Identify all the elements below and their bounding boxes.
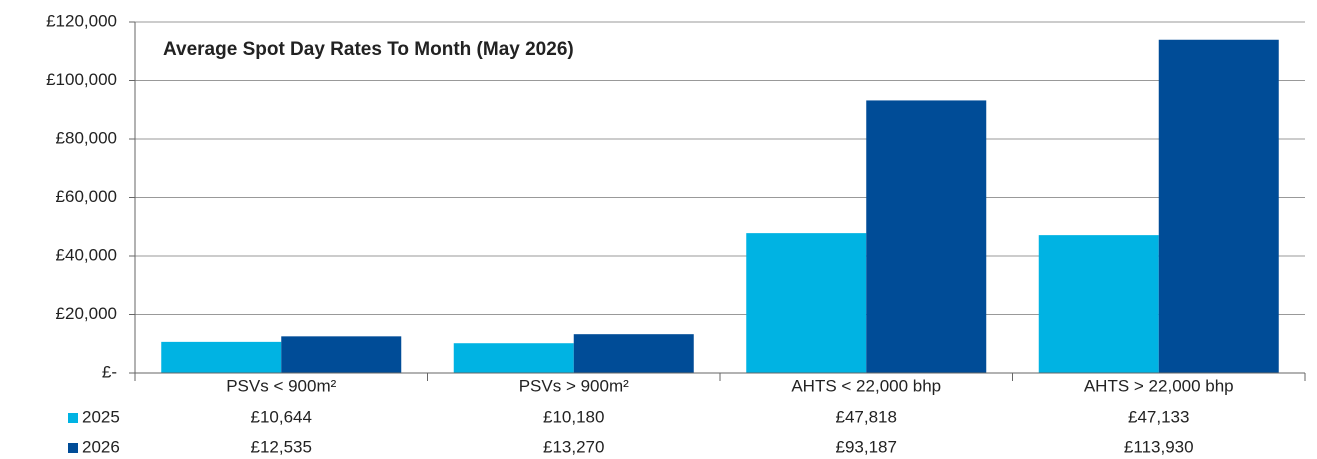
x-tick-label: AHTS > 22,000 bhp <box>1084 376 1234 395</box>
x-tick-label: AHTS < 22,000 bhp <box>791 376 941 395</box>
y-tick-label: £80,000 <box>56 128 117 147</box>
y-tick-label: £120,000 <box>46 11 117 30</box>
table-value: £47,818 <box>836 407 897 426</box>
bar <box>573 334 694 373</box>
legend-swatch <box>68 413 78 423</box>
y-tick-label: £40,000 <box>56 245 117 264</box>
bar <box>1158 39 1279 373</box>
bar <box>281 336 402 373</box>
legend-swatch <box>68 443 78 453</box>
y-tick-label: £- <box>102 362 117 381</box>
table-value: £10,180 <box>543 407 604 426</box>
y-tick-label: £100,000 <box>46 70 117 89</box>
bar <box>866 100 987 373</box>
table-value: £93,187 <box>836 437 897 456</box>
table-value: £113,930 <box>1124 437 1194 456</box>
bar <box>161 341 282 373</box>
x-tick-label: PSVs > 900m² <box>519 376 629 395</box>
table-value: £12,535 <box>251 437 312 456</box>
bar <box>453 343 574 373</box>
chart-title: Average Spot Day Rates To Month (May 202… <box>163 39 574 60</box>
legend-label: 2026 <box>82 437 120 456</box>
y-tick-label: £60,000 <box>56 187 117 206</box>
x-tick-label: PSVs < 900m² <box>226 376 336 395</box>
bar <box>746 233 867 373</box>
bar <box>1038 235 1159 373</box>
table-value: £10,644 <box>251 407 312 426</box>
y-tick-label: £20,000 <box>56 304 117 323</box>
legend-label: 2025 <box>82 407 120 426</box>
table-value: £13,270 <box>543 437 604 456</box>
table-value: £47,133 <box>1128 407 1189 426</box>
